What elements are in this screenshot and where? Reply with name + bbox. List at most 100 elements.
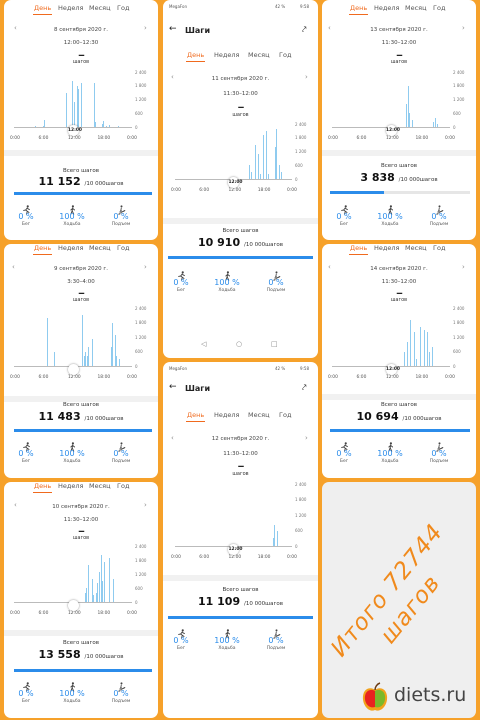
tab-week[interactable]: Неделя <box>214 51 240 59</box>
prev-day-arrow[interactable]: ‹ <box>328 24 331 32</box>
date-label: 12 сентября 2020 г. <box>211 436 270 442</box>
tab-day[interactable]: День <box>348 4 369 15</box>
divider <box>4 630 158 636</box>
tab-year[interactable]: Год <box>279 411 292 419</box>
activity-percent: 100 % <box>377 449 403 458</box>
time-scrubber-handle[interactable] <box>385 364 397 375</box>
nav-recents-button[interactable]: □ <box>271 340 278 348</box>
back-arrow-icon[interactable]: ← <box>169 382 177 392</box>
y-tick-label: 0 <box>295 543 298 549</box>
prev-day-arrow[interactable]: ‹ <box>12 263 15 271</box>
time-scrubber-handle[interactable] <box>228 544 239 555</box>
activity-running: 0 % Бег <box>324 200 364 227</box>
tab-week[interactable]: Неделя <box>374 4 400 12</box>
running-icon <box>340 200 349 215</box>
scrubber-time-label: 12:00 <box>68 128 82 133</box>
tab-week[interactable]: Неделя <box>58 482 84 490</box>
chart-bar <box>92 339 94 366</box>
walking-icon <box>68 677 77 692</box>
steps-goal: /10 000шагов <box>402 416 442 422</box>
tab-month[interactable]: Месяц <box>248 411 270 419</box>
tab-year[interactable]: Год <box>279 51 292 59</box>
next-day-arrow[interactable]: › <box>462 24 465 32</box>
steps-panel-sep14: День Неделя Месяц Год ‹ › 14 сентября 20… <box>322 244 476 478</box>
tab-week[interactable]: Неделя <box>58 4 84 12</box>
tab-year[interactable]: Год <box>433 4 446 12</box>
share-icon[interactable]: ⤤ <box>302 25 307 34</box>
tab-week[interactable]: Неделя <box>214 411 240 419</box>
tab-week[interactable]: Неделя <box>58 244 84 252</box>
tab-day[interactable]: День <box>32 482 53 493</box>
stairs-climbing-icon <box>117 677 126 692</box>
next-day-arrow[interactable]: › <box>144 263 147 271</box>
status-bar: MegaFon 42 % 9:58 <box>163 0 318 12</box>
tab-day[interactable]: День <box>348 244 369 255</box>
next-day-arrow[interactable]: › <box>144 24 147 32</box>
next-day-arrow[interactable]: › <box>462 263 465 271</box>
tab-week[interactable]: Неделя <box>374 244 400 252</box>
tab-month[interactable]: Месяц <box>248 51 270 59</box>
date-label: 11 сентября 2020 г. <box>211 76 270 82</box>
date-label: 14 сентября 2020 г. <box>370 266 428 272</box>
next-day-arrow[interactable]: › <box>305 73 308 81</box>
tab-year[interactable]: Год <box>117 482 130 490</box>
walking-icon <box>68 200 77 215</box>
tab-day[interactable]: День <box>32 4 53 15</box>
x-tick-label: 12:00 <box>386 136 399 141</box>
total-steps-value: 3 838 /10 000шагов <box>322 171 476 184</box>
prev-day-arrow[interactable]: ‹ <box>14 24 17 32</box>
tab-year[interactable]: Год <box>117 244 130 252</box>
total-steps-label: Всего шагов <box>62 168 100 174</box>
chart-bar <box>407 85 409 127</box>
goal-progress-bar <box>168 616 313 619</box>
divider <box>4 150 158 156</box>
prev-day-arrow[interactable]: ‹ <box>328 263 331 271</box>
tab-month[interactable]: Месяц <box>405 4 427 12</box>
chart-bar <box>428 351 430 366</box>
back-arrow-icon[interactable]: ← <box>169 24 177 34</box>
time-scrubber-handle[interactable] <box>67 125 79 136</box>
steps-unit: шагов <box>232 112 249 118</box>
tab-day[interactable]: День <box>32 244 53 255</box>
time-range: 11:30–12:00 <box>63 517 99 523</box>
activity-label: Ходьба <box>63 699 81 704</box>
nav-home-button[interactable]: ○ <box>236 340 243 348</box>
y-tick-label: 0 <box>453 363 456 369</box>
x-tick-label: 0:00 <box>127 375 137 380</box>
time-scrubber-handle[interactable] <box>385 125 397 136</box>
tab-month[interactable]: Месяц <box>89 244 111 252</box>
tab-day[interactable]: День <box>185 51 206 62</box>
chart-bar <box>35 126 37 127</box>
prev-day-arrow[interactable]: ‹ <box>171 73 174 81</box>
chart-bar <box>265 130 267 179</box>
prev-day-arrow[interactable]: ‹ <box>171 434 174 442</box>
goal-progress-bar <box>168 256 313 259</box>
activity-percent: 0 % <box>113 212 129 221</box>
activity-percent: 0 % <box>268 278 284 287</box>
next-day-arrow[interactable]: › <box>305 434 308 442</box>
period-tabs: День Неделя Месяц Год <box>4 4 158 16</box>
next-day-arrow[interactable]: › <box>144 501 147 509</box>
tab-day[interactable]: День <box>185 411 206 422</box>
time-range: 12:00–12:30 <box>63 40 99 46</box>
chart-bar <box>276 530 278 546</box>
activity-walking: 100 % Ходьба <box>52 677 92 704</box>
time-scrubber-handle[interactable] <box>67 600 79 611</box>
activity-label: Подъем <box>429 222 449 227</box>
tab-month[interactable]: Месяц <box>89 4 111 12</box>
tab-month[interactable]: Месяц <box>405 244 427 252</box>
time-scrubber-handle[interactable] <box>67 364 79 375</box>
chart-bar <box>88 583 90 602</box>
chart-bar <box>108 125 110 127</box>
y-tick-label: 1 200 <box>135 571 147 577</box>
tab-month[interactable]: Месяц <box>89 482 111 490</box>
walking-icon <box>223 266 232 281</box>
prev-day-arrow[interactable]: ‹ <box>14 501 17 509</box>
time-scrubber-handle[interactable] <box>228 177 239 188</box>
share-icon[interactable]: ⤤ <box>302 383 307 392</box>
nav-back-button[interactable]: ◁ <box>201 340 207 348</box>
date-label: 9 сентября 2020 г. <box>53 266 109 272</box>
steps-unit: шагов <box>390 59 408 65</box>
tab-year[interactable]: Год <box>433 244 446 252</box>
tab-year[interactable]: Год <box>117 4 130 12</box>
